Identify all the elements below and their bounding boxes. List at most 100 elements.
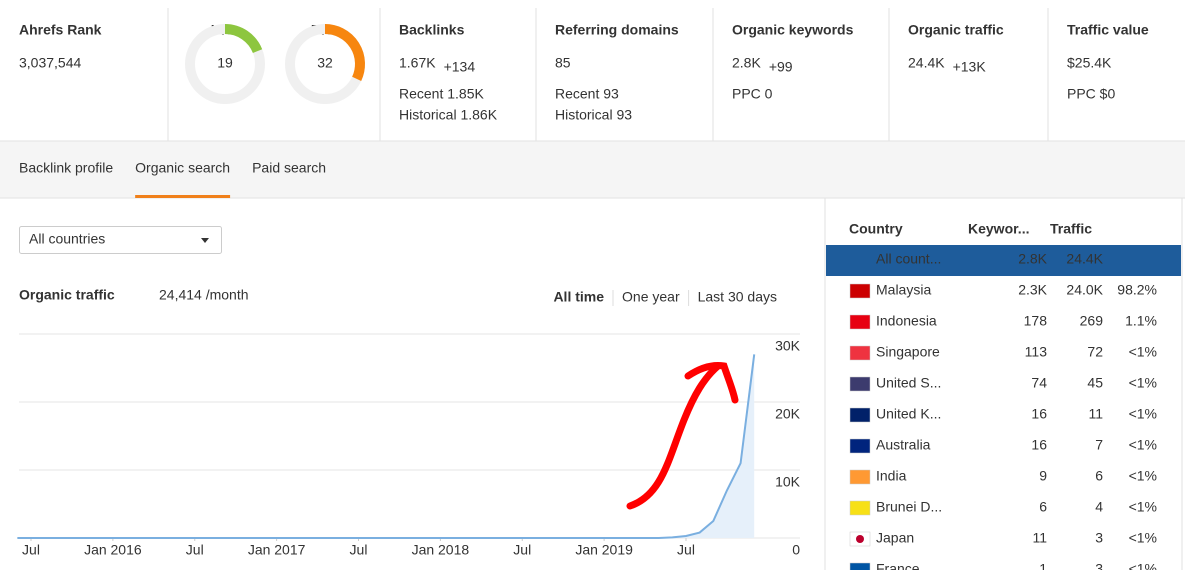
metric-value: 3,037,544	[19, 55, 81, 71]
dropdown-caret	[201, 238, 209, 243]
traffic: 3	[1095, 530, 1103, 546]
x-tick-label: Jul	[350, 542, 368, 558]
traffic: 6	[1095, 468, 1103, 484]
share: <1%	[1129, 499, 1157, 515]
country-name[interactable]: United K...	[876, 406, 941, 422]
traffic: 7	[1095, 437, 1103, 453]
keywords: 9	[1039, 468, 1047, 484]
tab-bar	[0, 141, 1185, 198]
annotation-arrow	[626, 362, 722, 510]
keywords: 16	[1031, 437, 1047, 453]
metric-label: Referring domains	[555, 22, 679, 38]
row-highlight[interactable]	[826, 245, 1181, 276]
gauge-value: 19	[217, 55, 233, 71]
x-tick-label: Jul	[677, 542, 695, 558]
time-range[interactable]: One year	[622, 289, 680, 305]
keywords: 178	[1024, 313, 1048, 329]
traffic: 4	[1095, 499, 1103, 515]
tab[interactable]: Paid search	[252, 160, 326, 176]
metric-value: 24.4K	[908, 55, 945, 71]
metric-detail: PPC $0	[1067, 86, 1115, 102]
share: <1%	[1129, 468, 1157, 484]
flag	[849, 562, 871, 570]
metric-label: Backlinks	[399, 22, 465, 38]
time-range[interactable]: Last 30 days	[698, 289, 777, 305]
time-range[interactable]: All time	[553, 289, 604, 305]
annotation-arrowhead	[684, 362, 739, 404]
tab[interactable]: Backlink profile	[19, 160, 113, 176]
keywords: 6	[1039, 499, 1047, 515]
metric-detail: Historical 93	[555, 107, 632, 123]
tab[interactable]: Organic search	[135, 160, 230, 176]
x-tick-label: Jul	[513, 542, 531, 558]
flag	[849, 438, 871, 454]
y-tick-label: 20K	[775, 406, 801, 422]
metric-detail: Recent 93	[555, 86, 619, 102]
flag	[849, 376, 871, 392]
column-header: Country	[849, 221, 903, 237]
flag-dot	[856, 535, 864, 543]
metric-detail: PPC 0	[732, 86, 773, 102]
share: <1%	[1129, 375, 1157, 391]
y-tick-label: 0	[792, 542, 800, 558]
country-name[interactable]: Australia	[876, 437, 931, 453]
metric-value: $25.4K	[1067, 55, 1112, 71]
country-name[interactable]: Malaysia	[876, 282, 931, 298]
country-name[interactable]: All count...	[876, 251, 941, 267]
country-name[interactable]: Brunei D...	[876, 499, 942, 515]
share: 1.1%	[1125, 313, 1157, 329]
flag	[849, 500, 871, 516]
traffic: 3	[1095, 561, 1103, 570]
metric-detail: Recent 1.85K	[399, 86, 484, 102]
country-name[interactable]: United S...	[876, 375, 941, 391]
dynamic-content: Ahrefs Rank3,037,544UR19DR32Backlinks1.6…	[17, 8, 1181, 570]
flag	[849, 314, 871, 330]
column-header: Keywor...	[968, 221, 1029, 237]
flag	[849, 345, 871, 361]
country-name[interactable]: Japan	[876, 530, 914, 546]
metric-value: 85	[555, 55, 571, 71]
metric-change: +99	[769, 59, 793, 75]
y-tick-label: 30K	[775, 338, 801, 354]
metric-label: Organic keywords	[732, 22, 854, 38]
y-tick-label: 10K	[775, 474, 801, 490]
metric-label: Traffic value	[1067, 22, 1149, 38]
metric-value: 2.8K	[732, 55, 761, 71]
metric-value: 1.67K	[399, 55, 436, 71]
metric-detail: Historical 1.86K	[399, 107, 498, 123]
keywords: 11	[1032, 530, 1047, 546]
dropdown-label: All countries	[29, 231, 105, 247]
gauge-arc	[224, 24, 263, 54]
chart-title: Organic traffic	[19, 287, 115, 303]
traffic: 45	[1087, 375, 1103, 391]
gauge-arc	[324, 24, 365, 82]
share: <1%	[1129, 344, 1157, 360]
country-name[interactable]: Indonesia	[876, 313, 937, 329]
x-tick-label: Jul	[186, 542, 204, 558]
keywords: 74	[1031, 375, 1047, 391]
metric-change: +13K	[953, 59, 987, 75]
share: 98.2%	[1117, 282, 1157, 298]
x-tick-label: Jan 2017	[248, 542, 306, 558]
country-dropdown[interactable]	[19, 226, 222, 254]
share: <1%	[1129, 561, 1157, 570]
x-tick-label: Jan 2018	[412, 542, 470, 558]
country-name[interactable]: Singapore	[876, 344, 940, 360]
column-header: Traffic	[1050, 221, 1092, 237]
country-name[interactable]: France	[876, 561, 920, 570]
metric-label: Ahrefs Rank	[19, 22, 102, 38]
keywords: 16	[1031, 406, 1047, 422]
flag	[849, 469, 871, 485]
chart-subtitle: 24,414 /month	[159, 287, 249, 303]
traffic: 24.4K	[1066, 251, 1103, 267]
flag	[849, 283, 871, 299]
x-tick-label: Jan 2019	[575, 542, 633, 558]
keywords: 1	[1039, 561, 1047, 570]
country-name[interactable]: India	[876, 468, 907, 484]
keywords: 2.8K	[1018, 251, 1047, 267]
traffic: 11	[1088, 406, 1103, 422]
keywords: 2.3K	[1018, 282, 1047, 298]
